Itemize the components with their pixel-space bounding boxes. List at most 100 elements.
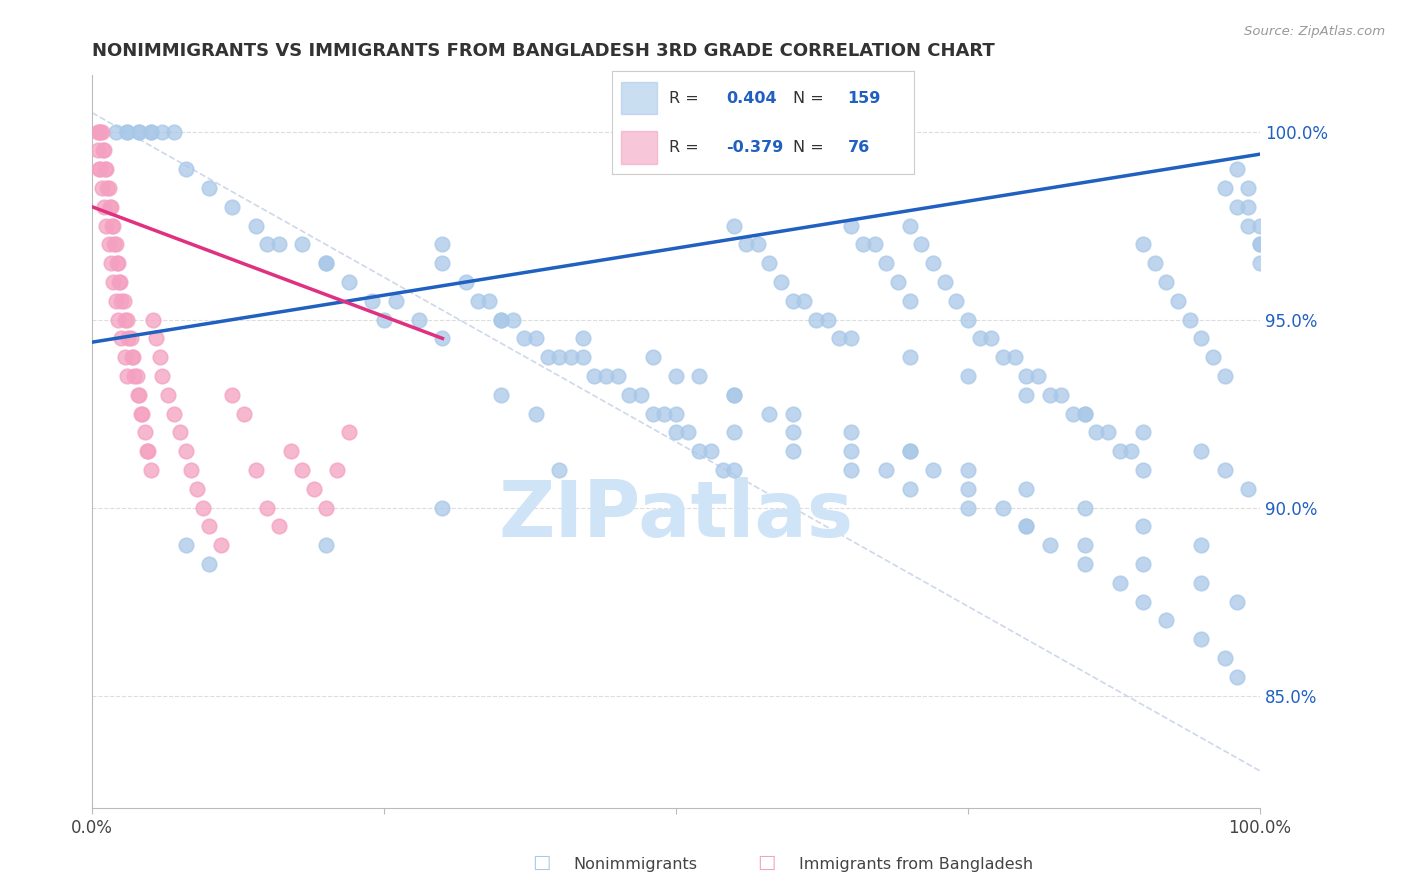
Point [174,538,197,552]
Point [90,181,112,195]
Point [1132,557,1154,571]
Point [641,350,664,364]
Point [1015,388,1038,402]
Point [665,425,688,440]
Point [104,237,127,252]
Point [828,331,851,345]
Point [898,219,921,233]
Point [1132,594,1154,608]
Point [630,388,652,402]
Point [723,388,745,402]
Point [922,256,945,270]
Point [125,369,148,384]
Point [1108,575,1130,590]
Point [1015,519,1038,533]
Point [245,463,267,477]
Point [315,256,337,270]
Point [1143,256,1166,270]
Point [136,444,159,458]
Bar [620,131,657,163]
Point [945,293,967,308]
Point [489,312,512,326]
Point [1073,557,1095,571]
Point [723,463,745,477]
Point [852,237,875,252]
Point [688,369,710,384]
Point [115,125,138,139]
Point [1178,312,1201,326]
Point [107,312,129,326]
Point [1039,538,1062,552]
Point [134,425,156,440]
Point [1015,369,1038,384]
Point [198,519,221,533]
Point [89,125,111,139]
Point [191,500,214,515]
Point [128,388,150,402]
Point [1015,482,1038,496]
Point [560,350,582,364]
Point [1191,444,1213,458]
Point [373,312,395,326]
Point [654,407,676,421]
Point [782,444,804,458]
Point [782,425,804,440]
Point [157,388,180,402]
Point [291,237,314,252]
Text: □: □ [531,854,551,872]
Text: N =: N = [793,140,830,155]
Point [898,293,921,308]
Point [839,463,862,477]
Point [256,237,278,252]
Point [87,144,110,158]
Point [676,425,699,440]
Point [291,463,314,477]
Point [467,293,489,308]
Point [112,293,135,308]
Point [256,500,278,515]
Point [839,331,862,345]
Point [1213,369,1236,384]
Point [454,275,477,289]
Point [131,407,153,421]
Text: Immigrants from Bangladesh: Immigrants from Bangladesh [799,857,1033,872]
Point [1050,388,1073,402]
Point [233,407,256,421]
Point [105,256,128,270]
Point [910,237,932,252]
Point [408,312,430,326]
Point [747,237,769,252]
Point [97,181,120,195]
Point [571,331,593,345]
Text: R =: R = [669,140,704,155]
Point [969,331,991,345]
Text: ZIPatlas: ZIPatlas [499,477,853,553]
Text: R =: R = [669,90,704,105]
Point [104,125,127,139]
Point [1167,293,1189,308]
Point [548,463,571,477]
Point [315,256,337,270]
Point [337,425,360,440]
Point [770,275,793,289]
Point [1249,256,1271,270]
Point [302,482,325,496]
Point [1132,237,1154,252]
Point [863,237,886,252]
Point [89,162,111,177]
Point [139,125,162,139]
Point [723,219,745,233]
Point [315,538,337,552]
Point [606,369,628,384]
Point [94,162,117,177]
Point [548,350,571,364]
Point [139,125,162,139]
Point [96,219,118,233]
Point [1073,407,1095,421]
Point [583,369,606,384]
Point [100,200,122,214]
Point [267,237,290,252]
Point [922,463,945,477]
Point [898,482,921,496]
Point [782,293,804,308]
